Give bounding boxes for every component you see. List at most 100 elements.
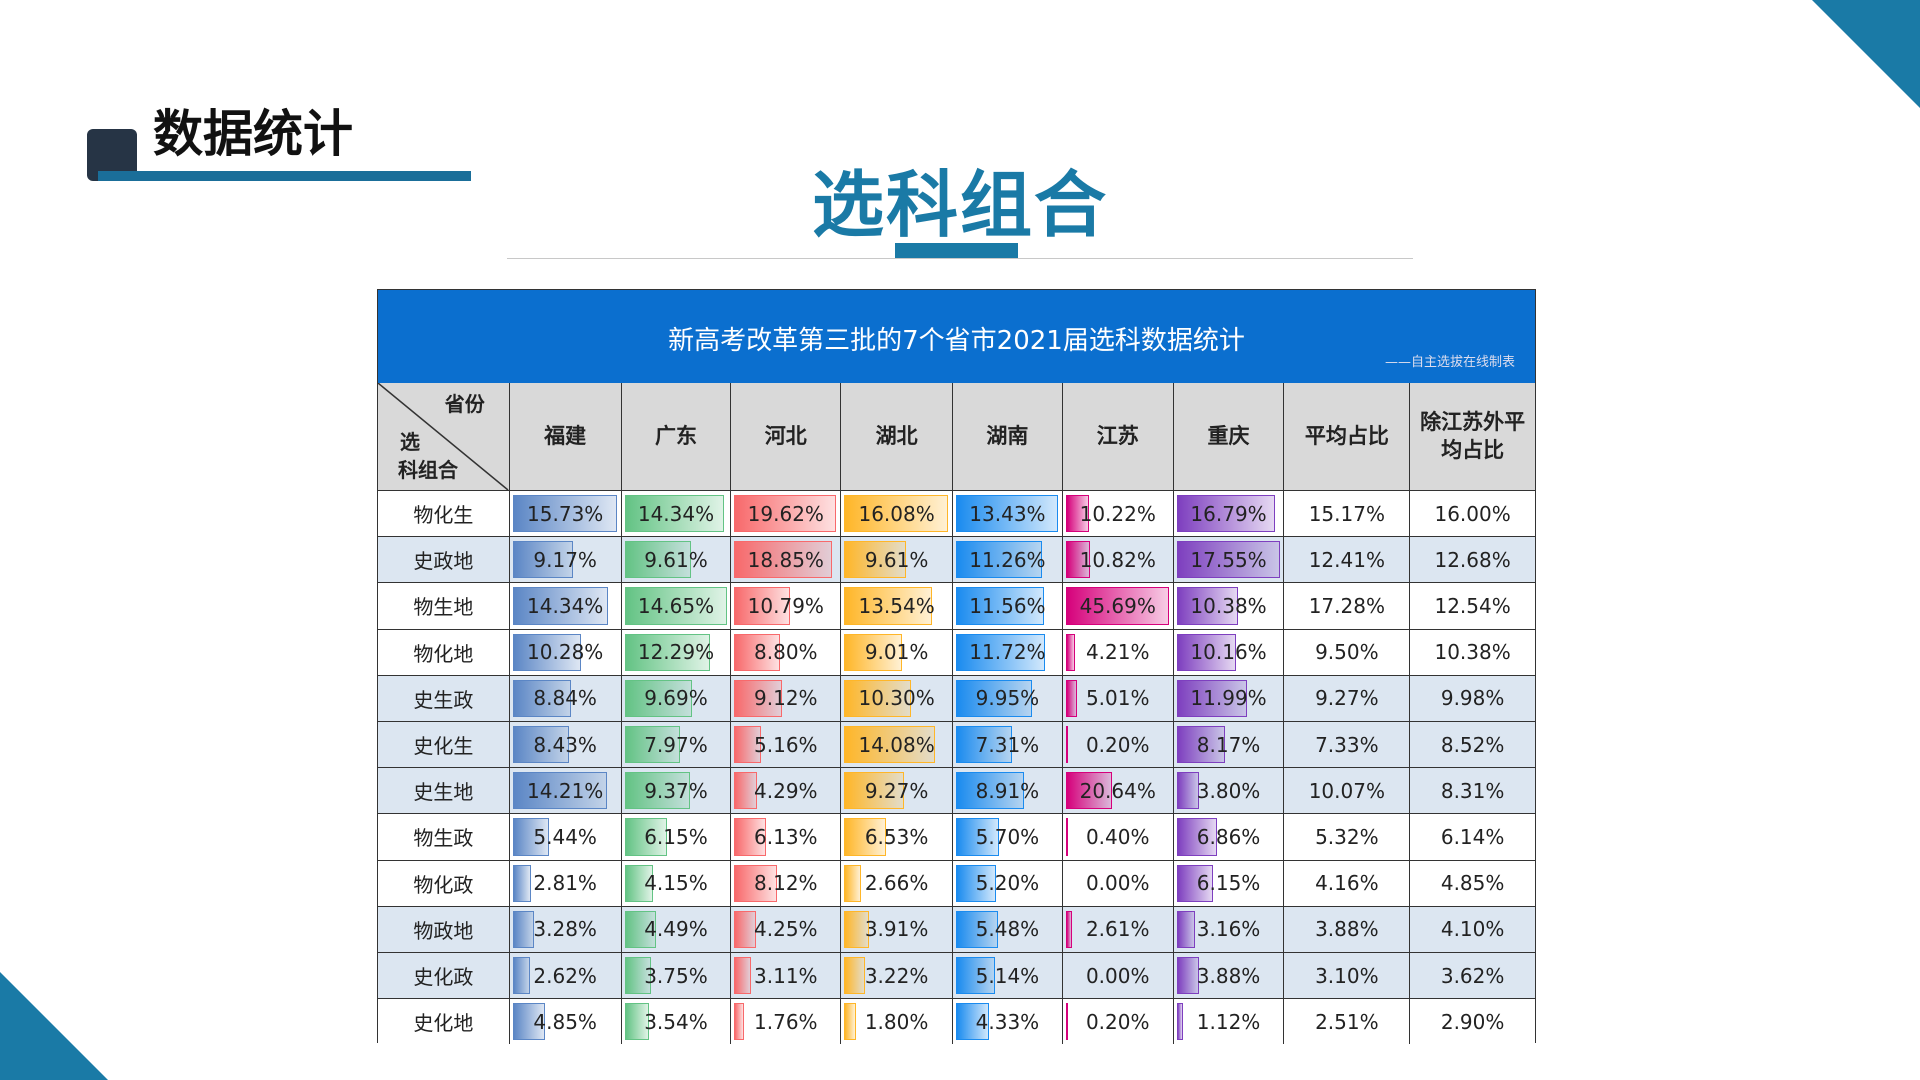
table-row: 史生政 8.84% 9.69% 9.12% 10.30% 9.95% 5.01% 11.99%… (378, 674, 1536, 721)
data-bar (1065, 726, 1068, 764)
data-cell: 12.41% (1284, 537, 1411, 583)
table-row: 物政地 3.28% 4.49% 4.25% 3.91% 5.48% 2.61% 3.16% 3.… (378, 905, 1536, 952)
cell-value: 4.85% (533, 1009, 597, 1034)
cell-value: 13.43% (969, 501, 1046, 526)
column-header: 平均占比 (1284, 383, 1411, 490)
data-bar (956, 633, 1046, 671)
cell-value: 4.10% (1440, 917, 1505, 942)
data-bar (734, 818, 767, 856)
data-bar (624, 541, 692, 579)
data-cell: 3.75% (621, 953, 732, 999)
data-cell: 5.70% (953, 814, 1063, 860)
data-bar (1065, 587, 1169, 625)
cell-value: 8.12% (754, 871, 818, 896)
data-cell: 10.22% (1062, 491, 1174, 537)
data-cell: 5.16% (731, 722, 842, 768)
data-cell: 15.73% (509, 491, 622, 537)
row-label: 史化生 (378, 722, 510, 768)
data-cell: 4.33% (953, 999, 1063, 1045)
data-cell: 6.13% (731, 814, 842, 860)
data-bar (1065, 495, 1089, 533)
data-cell: 2.51% (1284, 999, 1411, 1045)
data-bar (512, 587, 608, 625)
column-header: 重庆 (1173, 383, 1285, 490)
data-bar (1176, 541, 1280, 579)
data-bar (734, 495, 837, 533)
data-bar (1176, 957, 1200, 995)
data-cell: 3.54% (621, 999, 732, 1045)
data-cell: 11.26% (953, 537, 1063, 583)
row-label: 物化政 (378, 860, 510, 906)
table-header-row: 省份选科组合 福建 广东 河北 湖北 湖南 江苏 重庆 平均占比 除江苏外平均占比 (378, 383, 1535, 490)
cell-value: 8.80% (754, 640, 818, 665)
data-bar (734, 957, 751, 995)
table-row: 史化政 2.62% 3.75% 3.11% 3.22% 5.14% 0.00% 3.88% 3.… (378, 952, 1536, 999)
data-cell: 6.15% (1173, 860, 1285, 906)
corner-decoration-top-right (1812, 0, 1920, 108)
table-row: 物化地 10.28% 12.29% 8.80% 9.01% 11.72% 4.21% 10.1… (378, 628, 1536, 675)
cell-value: 9.01% (864, 640, 929, 665)
data-bar (1065, 772, 1113, 810)
data-cell: 8.31% (1410, 768, 1536, 814)
cell-value: 16.00% (1434, 501, 1511, 526)
cell-value: 0.20% (1085, 732, 1150, 757)
row-label: 史生地 (378, 768, 510, 814)
data-cell: 10.79% (731, 583, 842, 629)
data-bar (624, 587, 727, 625)
cell-value: 15.73% (527, 501, 604, 526)
cell-value: 14.08% (858, 732, 935, 757)
data-bar (512, 1003, 545, 1041)
data-cell: 4.21% (1062, 629, 1174, 675)
cell-value: 10.38% (1434, 640, 1511, 665)
data-cell: 8.91% (953, 768, 1063, 814)
data-cell: 6.86% (1173, 814, 1285, 860)
data-bar (734, 587, 791, 625)
data-cell: 45.69% (1062, 583, 1174, 629)
cell-value: 0.20% (1085, 1009, 1150, 1034)
cell-value: 12.68% (1434, 547, 1511, 572)
data-bar (956, 541, 1042, 579)
data-cell: 9.61% (621, 537, 732, 583)
cell-value: 12.41% (1308, 547, 1385, 572)
data-bar (1176, 1003, 1184, 1041)
data-cell: 2.90% (1410, 999, 1536, 1045)
data-cell: 1.80% (841, 999, 954, 1045)
data-cell: 14.34% (621, 491, 732, 537)
cell-value: 4.21% (1085, 640, 1150, 665)
data-cell: 17.28% (1284, 583, 1411, 629)
data-bar (734, 679, 782, 717)
data-cell: 3.28% (509, 906, 622, 952)
cell-value: 17.28% (1308, 593, 1385, 618)
column-header: 湖南 (953, 383, 1063, 490)
data-cell: 9.17% (509, 537, 622, 583)
data-bar (844, 910, 870, 948)
data-cell: 10.82% (1062, 537, 1174, 583)
data-cell: 2.66% (841, 860, 954, 906)
cell-value: 14.34% (637, 501, 715, 526)
data-bar (1065, 818, 1068, 856)
cell-value: 6.53% (864, 824, 929, 849)
cell-value: 6.14% (1440, 824, 1505, 849)
data-cell: 9.27% (841, 768, 954, 814)
data-cell: 17.55% (1173, 537, 1285, 583)
cell-value: 2.61% (1085, 917, 1150, 942)
data-bar (956, 679, 1032, 717)
data-bar (956, 726, 1012, 764)
data-cell: 14.21% (509, 768, 622, 814)
section-title: 数据统计 (153, 105, 353, 163)
data-cell: 8.52% (1410, 722, 1536, 768)
data-cell: 11.56% (953, 583, 1063, 629)
cell-value: 7.33% (1315, 732, 1379, 757)
data-bar (1176, 633, 1237, 671)
data-cell: 8.43% (509, 722, 622, 768)
cell-value: 11.99% (1190, 686, 1267, 711)
cell-value: 8.43% (533, 732, 597, 757)
data-bar (624, 679, 693, 717)
data-cell: 10.38% (1173, 583, 1285, 629)
data-bar (734, 910, 757, 948)
data-bar (624, 633, 711, 671)
data-bar (844, 772, 905, 810)
data-bar (512, 772, 607, 810)
data-bar (734, 633, 781, 671)
data-cell: 12.68% (1410, 537, 1536, 583)
